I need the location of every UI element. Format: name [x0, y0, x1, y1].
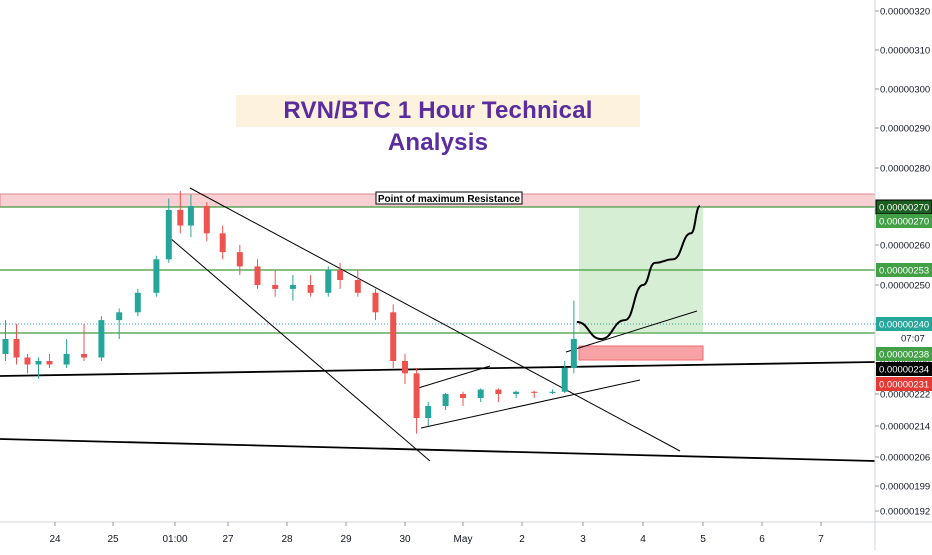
- y-tick-label: 0.00000280: [880, 164, 930, 175]
- candle-body: [549, 391, 556, 393]
- y-tick-label: 0.00000250: [880, 281, 930, 292]
- price-label: 0.00000270: [879, 217, 929, 228]
- x-tick-label: 3: [580, 534, 586, 545]
- candle-body: [570, 339, 577, 368]
- candle-body: [337, 270, 344, 280]
- price-label-box: [876, 377, 932, 391]
- x-tick-label: 7: [818, 534, 824, 545]
- resistance-annotation-box: [375, 191, 523, 205]
- y-tick-label: 0.00000310: [880, 46, 930, 57]
- x-tick-label: 30: [399, 534, 411, 545]
- candle-body: [35, 361, 42, 365]
- candle-body: [134, 292, 141, 313]
- candle-body: [531, 391, 538, 393]
- price-label-box: [876, 362, 932, 376]
- chart-title: RVN/BTC 1 Hour Technical Analysis: [283, 97, 593, 156]
- price-label: 0.00000270: [879, 203, 929, 214]
- candle-body: [98, 320, 105, 358]
- y-tick-label: 0.00000214: [880, 422, 930, 433]
- candle-body: [116, 312, 123, 321]
- x-tick-label: 01:00: [162, 534, 187, 545]
- x-tick-label: 6: [759, 534, 765, 545]
- candle-body: [325, 270, 332, 293]
- projection-path: [576, 205, 701, 341]
- y-tick-label: 0.00000300: [880, 85, 930, 96]
- trend-line: [0, 438, 876, 462]
- candle-body: [442, 394, 449, 406]
- chart-title-box: [236, 95, 640, 127]
- candle-body: [289, 285, 296, 289]
- price-label: 0.00000234: [879, 365, 929, 376]
- x-tick-label: 27: [222, 534, 234, 545]
- trend-line: [420, 379, 641, 429]
- price-label-box: [876, 347, 932, 361]
- candle-body: [513, 391, 520, 394]
- trend-line: [414, 365, 491, 390]
- candle-body: [460, 394, 466, 398]
- candle-body: [495, 389, 502, 394]
- price-label-box: [876, 263, 932, 277]
- candle-body: [203, 206, 210, 234]
- y-tick-label: 0.00000206: [880, 453, 930, 464]
- candle-body: [561, 368, 568, 392]
- x-tick-label: 5: [700, 534, 706, 545]
- trend-line: [189, 187, 681, 452]
- candle-body: [372, 292, 379, 313]
- trend-line: [565, 310, 698, 353]
- countdown-label: 07:07: [901, 334, 925, 345]
- price-label-box: [876, 317, 932, 331]
- x-tick-label: 28: [281, 534, 293, 545]
- candle-body: [390, 312, 397, 361]
- candle-body: [46, 361, 53, 365]
- trend-line: [0, 361, 876, 377]
- candle-body: [307, 285, 314, 293]
- y-tick-label: 0.00000222: [880, 390, 930, 401]
- candle-body: [177, 209, 184, 226]
- candle-body: [402, 361, 408, 374]
- stop-zone: [578, 345, 704, 361]
- y-tick-label: 0.00000192: [880, 507, 930, 518]
- candle-body: [24, 357, 31, 365]
- y-tick-label: 0.00000320: [880, 7, 930, 18]
- x-tick-label: 25: [107, 534, 119, 545]
- candle-body: [425, 406, 432, 418]
- candle-body: [13, 339, 20, 358]
- candle-body: [354, 280, 361, 293]
- x-tick-label: May: [454, 534, 473, 545]
- price-label: 0.00000240: [879, 320, 929, 331]
- price-label-box: [876, 214, 932, 228]
- x-tick-label: 4: [640, 534, 646, 545]
- price-label: 0.00000253: [879, 266, 929, 277]
- candle-body: [153, 259, 160, 293]
- candle-body: [81, 354, 87, 358]
- trend-line: [169, 237, 431, 462]
- price-label: 0.00000231: [879, 380, 929, 391]
- countdown-box: [876, 331, 932, 345]
- y-tick-label: 0.00000199: [880, 482, 930, 493]
- candle-body: [2, 339, 9, 354]
- candle-body: [187, 206, 194, 226]
- y-tick-label: 0.00000260: [880, 241, 930, 252]
- candle-body: [165, 209, 172, 260]
- y-tick-label: 0.00000290: [880, 124, 930, 135]
- candle-body: [254, 266, 261, 285]
- candle-body: [272, 285, 279, 289]
- x-tick-label: 29: [340, 534, 352, 545]
- candle-body: [63, 354, 70, 365]
- candle-body: [477, 389, 484, 398]
- x-tick-label: 24: [49, 534, 61, 545]
- resistance-annotation: Point of maximum Resistance: [378, 194, 521, 205]
- candle-body: [236, 252, 243, 267]
- candle-body: [219, 233, 226, 253]
- x-tick-label: 2: [519, 534, 525, 545]
- price-label: 0.00000238: [879, 350, 929, 361]
- candle-body: [413, 373, 420, 418]
